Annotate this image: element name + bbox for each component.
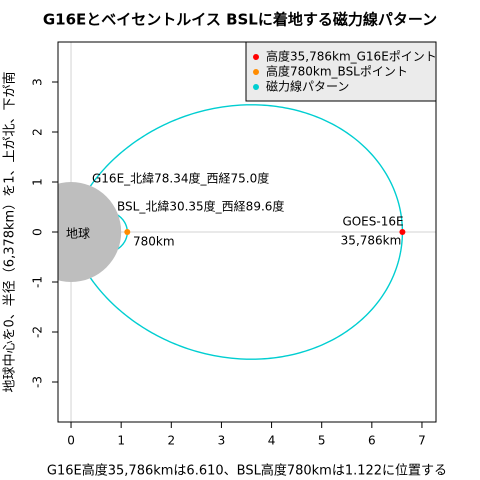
earth-label: 地球 bbox=[66, 227, 90, 241]
y-tick-label: -3 bbox=[31, 376, 45, 388]
legend-marker bbox=[253, 69, 259, 75]
y-tick-label: -1 bbox=[31, 276, 45, 288]
legend-label: 高度35,786km_G16Eポイント bbox=[266, 49, 437, 64]
earth bbox=[58, 182, 122, 282]
plot-content bbox=[58, 42, 436, 422]
x-tick-label: 3 bbox=[218, 434, 226, 448]
y-tick-label: 3 bbox=[31, 78, 45, 86]
annotation: G16E_北緯78.34度_西経75.0度 bbox=[92, 171, 269, 186]
annotation: GOES-16E bbox=[342, 215, 403, 229]
legend-label: 磁力線パターン bbox=[266, 79, 349, 94]
annotation: 35,786km bbox=[341, 234, 402, 248]
x-tick-label: 0 bbox=[67, 434, 75, 448]
x-tick-label: 4 bbox=[268, 434, 276, 448]
legend-marker bbox=[253, 84, 259, 90]
y-tick-label: -2 bbox=[31, 326, 45, 338]
plot-area bbox=[58, 42, 436, 422]
annotation: BSL_北緯30.35度_西経89.6度 bbox=[117, 199, 284, 214]
x-tick-label: 5 bbox=[318, 434, 326, 448]
y-tick-label: 2 bbox=[31, 128, 45, 136]
annotation: 780km bbox=[133, 235, 175, 249]
legend-marker bbox=[253, 54, 259, 60]
chart-title: G16Eとベイセントルイス BSLに着地する磁力線パターン bbox=[43, 11, 437, 29]
y-tick-label: 0 bbox=[31, 228, 45, 236]
legend-box bbox=[245, 41, 437, 102]
x-tick-label: 1 bbox=[117, 434, 125, 448]
x-axis-label: G16E高度35,786kmは6.610、BSL高度780kmは1.122に位置… bbox=[47, 463, 447, 479]
x-tick-label: 2 bbox=[167, 434, 175, 448]
point bbox=[124, 229, 131, 235]
x-tick-label: 6 bbox=[368, 434, 376, 448]
y-tick-label: 1 bbox=[31, 178, 45, 186]
point bbox=[399, 229, 406, 235]
legend-label: 高度780km_BSLポイント bbox=[266, 64, 408, 79]
x-tick-label: 7 bbox=[418, 434, 426, 448]
y-axis-label: 地球中心を0、半径（6,378km）を1、上が北、下が南 bbox=[2, 72, 18, 393]
